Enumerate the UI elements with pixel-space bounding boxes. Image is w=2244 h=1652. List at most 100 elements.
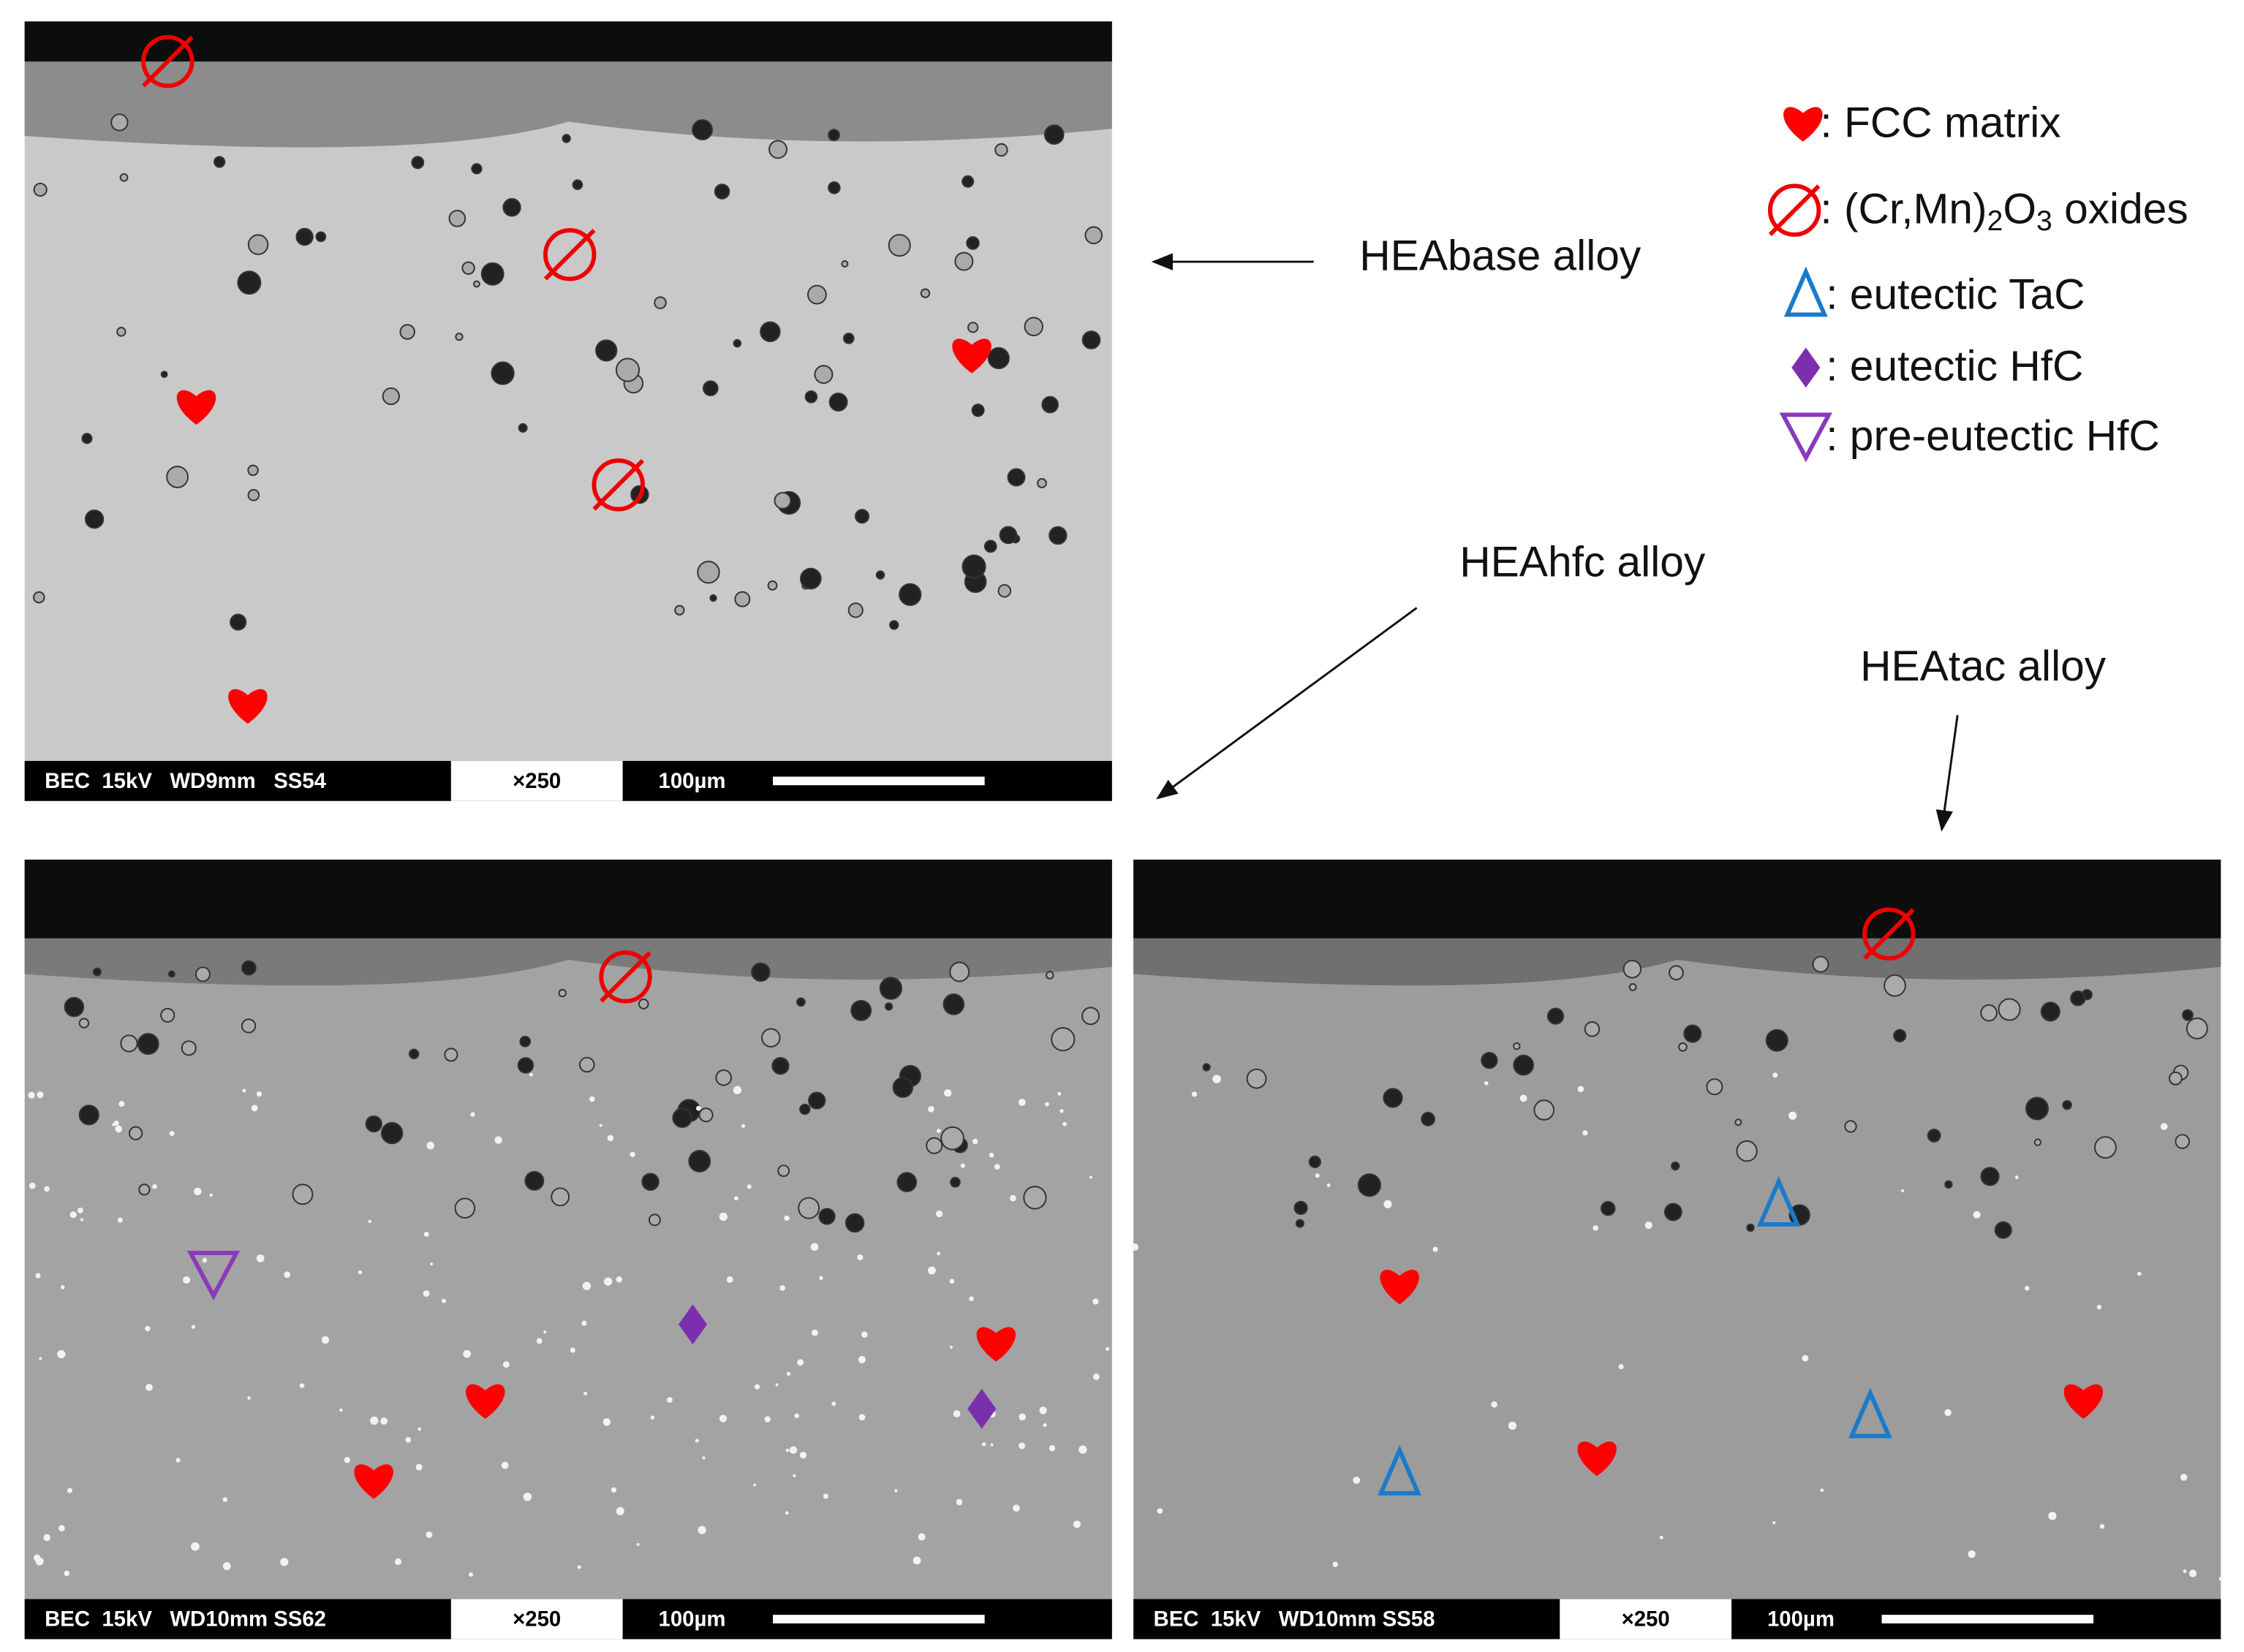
pore xyxy=(798,1197,820,1219)
pore xyxy=(1533,1099,1555,1121)
pore xyxy=(471,163,483,175)
legend-text: : pre-eutectic HfC xyxy=(1826,412,2160,460)
pore xyxy=(78,1018,90,1028)
carbide xyxy=(719,1414,728,1422)
carbide xyxy=(2180,1474,2188,1481)
pore xyxy=(64,996,85,1018)
pore xyxy=(767,580,778,591)
carbide xyxy=(58,1525,65,1532)
pore xyxy=(1308,1155,1321,1169)
carbide xyxy=(191,1325,196,1329)
scale-text: 100µm xyxy=(659,1607,726,1632)
pore xyxy=(448,210,466,227)
pore xyxy=(194,966,211,982)
carbide xyxy=(1019,1442,1026,1450)
pore xyxy=(845,1213,865,1233)
pore xyxy=(137,1033,159,1056)
carbide xyxy=(368,1219,371,1224)
carbide xyxy=(650,1415,655,1420)
carbide xyxy=(990,1443,994,1447)
carbide xyxy=(1013,1504,1020,1512)
pore xyxy=(1746,1223,1755,1232)
legend-symbol xyxy=(1770,186,1819,235)
carbide xyxy=(423,1232,429,1237)
carbide xyxy=(1491,1401,1497,1408)
pore xyxy=(967,322,979,333)
pore xyxy=(572,179,583,191)
carbide xyxy=(2137,1271,2142,1276)
alloy-label: HEAbase alloy xyxy=(1359,232,1642,280)
pore xyxy=(774,492,792,509)
pore xyxy=(365,1115,382,1133)
pore xyxy=(81,433,93,444)
legend-text: : FCC matrix xyxy=(1820,99,2060,147)
pore xyxy=(1043,124,1065,145)
carbide xyxy=(960,1163,965,1168)
carbide xyxy=(823,1493,828,1499)
pore xyxy=(1513,1042,1521,1050)
pore xyxy=(1683,1024,1702,1043)
carbide xyxy=(394,1558,402,1565)
pore xyxy=(841,259,849,268)
carbide xyxy=(1092,1373,1100,1380)
arrow xyxy=(1935,715,1959,832)
carbide xyxy=(2024,1286,2030,1291)
carbide xyxy=(1644,1221,1652,1229)
legend-symbol xyxy=(1783,414,1829,458)
pore xyxy=(241,1018,257,1034)
surface-layer xyxy=(24,859,1112,939)
info-text: BEC 15kV WD10mm SS58 xyxy=(1154,1607,1435,1632)
carbide xyxy=(1353,1477,1361,1484)
pore xyxy=(697,561,720,584)
carbide xyxy=(607,1134,614,1142)
carbide xyxy=(426,1531,433,1539)
carbide xyxy=(1315,1173,1320,1178)
carbide xyxy=(29,1182,36,1189)
pore xyxy=(230,613,247,631)
carbide xyxy=(69,1211,77,1219)
pore xyxy=(1295,1219,1304,1228)
carbide xyxy=(918,1533,926,1541)
pore xyxy=(854,509,870,524)
info-bar-white xyxy=(450,1599,623,1640)
surface-layer xyxy=(24,21,1112,62)
legend-symbol xyxy=(1783,107,1823,142)
pore xyxy=(1893,1028,1907,1042)
legend: : FCC matrix : (Cr,Mn)2O3 oxides : eutec… xyxy=(1770,99,2188,460)
carbide xyxy=(118,1101,125,1107)
pore xyxy=(2094,1136,2117,1159)
pore xyxy=(808,1091,826,1110)
carbide xyxy=(858,1414,866,1421)
pore xyxy=(648,1213,661,1227)
pore xyxy=(954,251,974,271)
arrow xyxy=(1156,607,1418,800)
carbide xyxy=(251,1105,258,1112)
pore xyxy=(994,143,1008,157)
scale-bar xyxy=(1881,1615,2094,1623)
pore xyxy=(1884,974,1906,997)
pore xyxy=(714,183,730,200)
carbide xyxy=(256,1254,265,1262)
pore xyxy=(160,371,168,379)
pore xyxy=(999,526,1018,545)
pore xyxy=(842,333,855,344)
carbide xyxy=(972,1138,978,1145)
carbide xyxy=(1073,1520,1081,1528)
carbide xyxy=(1049,1445,1056,1452)
carbide xyxy=(989,1153,994,1158)
carbide xyxy=(247,1396,251,1400)
carbide xyxy=(543,1330,547,1334)
carbide xyxy=(1772,1072,1778,1078)
pore xyxy=(1383,1088,1403,1108)
carbide xyxy=(280,1558,289,1566)
carbide xyxy=(949,1278,955,1284)
legend-subscript: 2 xyxy=(1987,206,2003,238)
carbide xyxy=(152,1184,157,1189)
carbide xyxy=(754,1384,760,1390)
carbide xyxy=(415,1463,423,1471)
carbide xyxy=(35,1273,41,1278)
carbide xyxy=(441,1298,447,1303)
carbide xyxy=(1191,1091,1198,1097)
pore xyxy=(899,583,922,606)
